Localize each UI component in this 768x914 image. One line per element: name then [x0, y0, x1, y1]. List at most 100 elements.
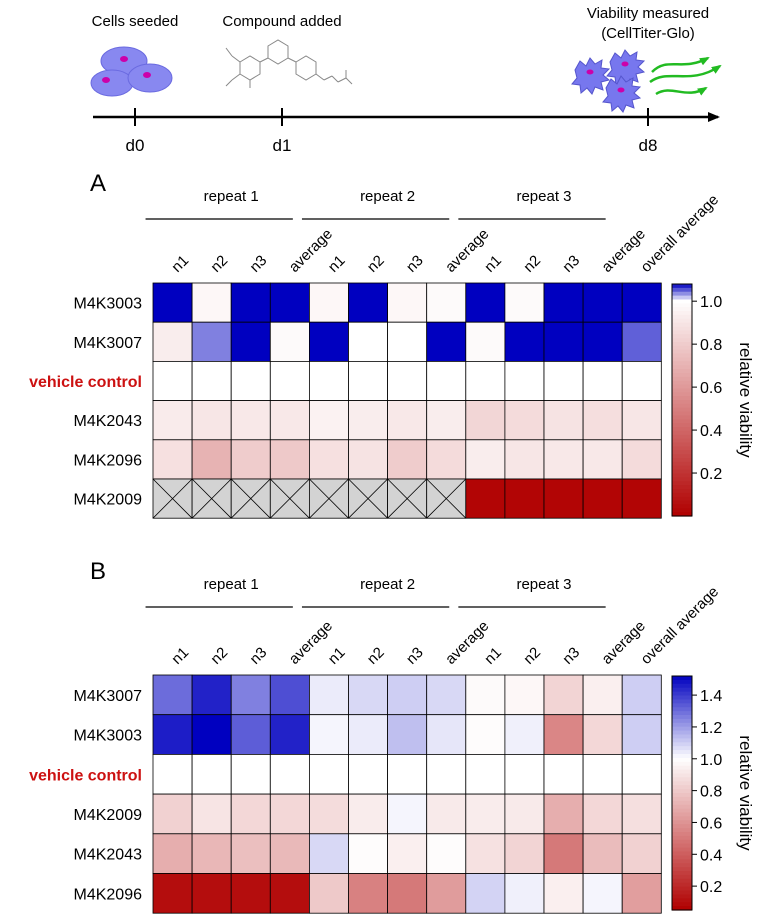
colorbar-segment — [672, 400, 692, 405]
colorbar-segment — [672, 906, 692, 911]
colorbar-segment — [672, 777, 692, 782]
column-label: n2 — [207, 252, 231, 276]
heatmap-cell — [387, 833, 428, 874]
heatmap-cell — [426, 793, 467, 835]
heatmap-cell — [543, 833, 584, 874]
colorbar-segment — [672, 314, 692, 320]
heatmap-cell — [543, 360, 584, 401]
heatmap-cell — [348, 793, 388, 835]
column-label: overall average — [638, 583, 723, 668]
colorbar-segment — [672, 284, 692, 289]
heatmap-cell — [543, 321, 584, 362]
heatmap-cell — [504, 873, 545, 914]
colorbar-segment — [672, 828, 692, 833]
colorbar-segment — [672, 769, 692, 775]
colorbar-segment — [672, 847, 692, 853]
heatmap-cell — [308, 360, 349, 401]
heatmap-cell — [465, 478, 506, 519]
heatmap-cell — [269, 754, 310, 795]
heatmap-cell — [191, 400, 232, 441]
timeline-tick-label-d1: d1 — [273, 136, 292, 155]
colorbar-segment — [672, 890, 692, 895]
heatmap-cell — [152, 360, 193, 401]
colorbar-segment — [672, 871, 692, 876]
colorbar-frame — [671, 283, 693, 517]
missing-cross — [230, 478, 271, 519]
colorbar-segment — [672, 863, 692, 868]
heatmap-cell — [348, 439, 388, 480]
colorbar-tick-label: 0.6 — [700, 815, 722, 832]
colorbar-segment — [672, 423, 692, 428]
heatmap-cell — [582, 714, 623, 755]
heatmap-cell — [426, 321, 467, 362]
colorbar-segment — [672, 454, 692, 459]
heatmap-cell — [269, 873, 310, 914]
colorbar-segment — [672, 703, 692, 708]
heatmap-cell — [504, 754, 545, 795]
colorbar-label: relative viability — [736, 342, 755, 458]
heatmap-cell — [191, 360, 232, 401]
colorbar-segment — [672, 303, 692, 308]
heatmap-cell — [582, 282, 623, 323]
heatmap-cell — [348, 754, 388, 795]
colorbar-segment — [672, 765, 692, 771]
viable-cells-icon — [571, 49, 646, 113]
colorbar-segment — [672, 800, 692, 806]
missing-cross — [348, 478, 388, 519]
heatmap-cell — [269, 833, 310, 874]
colorbar-segment — [672, 718, 692, 724]
heatmap-cell — [387, 674, 428, 716]
colorbar-segment — [672, 396, 692, 401]
colorbar-segment — [672, 392, 692, 397]
colorbar-segment — [672, 450, 692, 455]
missing-cross — [387, 478, 427, 519]
colorbar-segment — [672, 365, 692, 370]
heatmap-cell — [152, 873, 193, 914]
heatmap-cell — [308, 400, 349, 441]
row-label: M4K2043 — [74, 413, 143, 430]
colorbar-segment — [672, 465, 692, 471]
heatmap-cell — [191, 833, 232, 874]
heatmap-cell — [465, 793, 506, 835]
colorbar-segment — [672, 859, 692, 864]
heatmap-cell — [582, 400, 623, 441]
heatmap-cell — [465, 754, 506, 795]
colorbar-segment — [672, 691, 692, 697]
colorbar-segment — [672, 882, 692, 888]
colorbar-frame — [671, 675, 693, 911]
colorbar-segment — [672, 707, 692, 712]
colorbar-segment — [672, 824, 692, 829]
heatmap-cell — [269, 793, 310, 835]
colorbar-segment — [672, 461, 692, 467]
heatmap-cell — [308, 321, 349, 362]
colorbar-segment — [672, 403, 692, 409]
row-label: M4K2043 — [74, 847, 143, 864]
colorbar-segment — [672, 342, 692, 347]
heatmap-cell — [152, 321, 193, 362]
colorbar-segment — [672, 730, 692, 736]
heatmap-cell — [465, 360, 506, 401]
column-label: n1 — [168, 644, 192, 668]
panel-letter: B — [90, 558, 106, 585]
heatmap-cell — [152, 833, 193, 874]
heatmap-cell — [582, 793, 623, 835]
colorbar-segment — [672, 318, 692, 324]
row-label: M4K2096 — [74, 452, 143, 469]
colorbar-segment — [672, 785, 692, 790]
heatmap-cell — [269, 321, 310, 362]
heatmap-cell — [308, 793, 349, 835]
missing-cross — [309, 478, 349, 519]
heatmap-cell — [426, 754, 467, 795]
heatmap-cell — [152, 282, 193, 323]
colorbar-segment — [672, 311, 692, 316]
heatmap-cell — [152, 439, 193, 480]
timeline-tick-label-d0: d0 — [126, 136, 145, 155]
colorbar-segment — [672, 820, 692, 825]
colorbar-segment — [672, 384, 692, 389]
heatmap-cell — [504, 282, 545, 323]
heatmap-cell — [543, 674, 584, 716]
heatmap-cell — [230, 714, 271, 755]
missing-cross — [152, 478, 193, 519]
heatmap-cell — [504, 793, 545, 835]
